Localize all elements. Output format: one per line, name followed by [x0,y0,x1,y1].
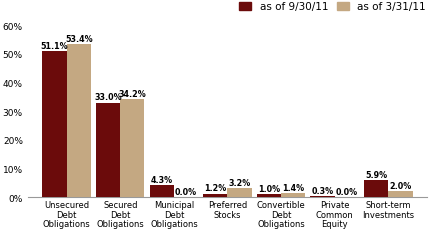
Bar [257,194,281,197]
Text: 5.9%: 5.9% [365,170,387,179]
Text: 2.0%: 2.0% [389,181,412,190]
Bar [364,180,388,197]
Bar [281,193,305,197]
Text: 33.0%: 33.0% [94,93,122,102]
Text: 0.0%: 0.0% [175,187,197,196]
Bar [150,185,174,197]
Text: 51.1%: 51.1% [41,41,68,50]
Text: 3.2%: 3.2% [228,178,251,187]
Bar [120,100,144,197]
Bar [67,45,91,197]
Bar [388,191,412,197]
Bar [96,103,120,197]
Text: 34.2%: 34.2% [119,90,146,98]
Bar [227,188,252,197]
Text: 4.3%: 4.3% [151,175,173,184]
Legend: as of 9/30/11, as of 3/31/11: as of 9/30/11, as of 3/31/11 [239,2,426,12]
Text: 1.0%: 1.0% [258,184,280,193]
Bar [203,194,227,197]
Text: 1.2%: 1.2% [204,184,227,193]
Text: 0.3%: 0.3% [312,186,334,195]
Bar [310,196,335,197]
Text: 53.4%: 53.4% [65,35,92,44]
Bar [43,52,67,197]
Text: 0.0%: 0.0% [336,187,358,196]
Text: 1.4%: 1.4% [282,183,304,192]
